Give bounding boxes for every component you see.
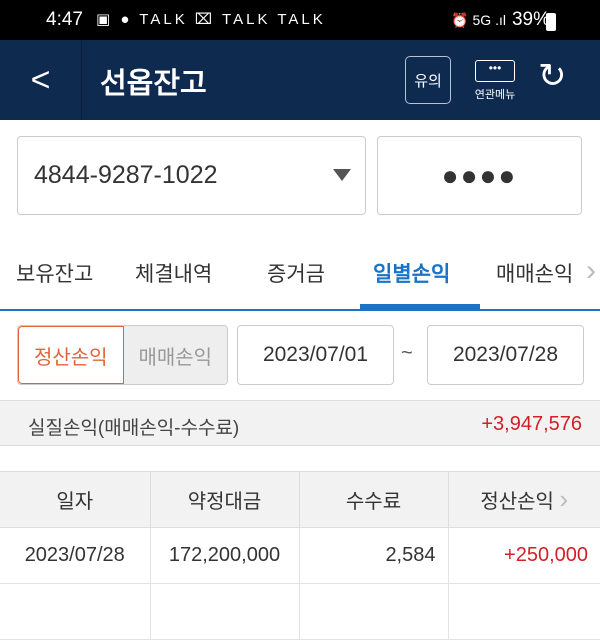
- back-button[interactable]: <: [0, 40, 82, 120]
- table-row: [0, 583, 600, 640]
- col-date: 일자: [0, 471, 151, 528]
- signal-icons: ⏰ 5G .ıl: [451, 12, 506, 28]
- table-header: 일자 약정대금 수수료 정산손익 ›: [0, 471, 600, 528]
- col-fee: 수수료: [299, 471, 449, 528]
- password-field[interactable]: ●●●●: [377, 136, 582, 215]
- cell-date: 2023/07/28: [0, 527, 151, 584]
- tab-daily-pnl[interactable]: 일별손익: [373, 263, 451, 286]
- app-header: < 선옵잔고 유의 ••• 연관메뉴 ↻: [0, 40, 600, 120]
- date-to-field[interactable]: 2023/07/28: [427, 325, 584, 385]
- cell-fee: 2,584: [299, 527, 449, 584]
- chevron-right-icon[interactable]: ›: [559, 484, 569, 514]
- account-number: 4844-9287-1022: [34, 161, 218, 189]
- cell-contract-amount: 172,200,000: [150, 527, 300, 584]
- more-icon: •••: [475, 60, 515, 82]
- date-from-field[interactable]: 2023/07/01: [237, 325, 394, 385]
- page-title: 선옵잔고: [100, 68, 207, 100]
- notification-icons: ▣ ● TALK ⌧ TALK TALK: [96, 11, 326, 28]
- notice-button[interactable]: 유의: [405, 56, 451, 104]
- net-pnl-label: 실질손익(매매손익-수수료): [28, 418, 240, 439]
- date-separator: ~: [401, 342, 413, 364]
- net-pnl-value: +3,947,576: [481, 413, 582, 435]
- related-menu-button[interactable]: ••• 연관메뉴: [470, 60, 520, 102]
- dropdown-arrow-icon: [333, 169, 351, 181]
- battery-icon: [546, 13, 556, 31]
- cell-settlement-pnl: +250,000: [448, 527, 600, 584]
- account-select[interactable]: 4844-9287-1022: [17, 136, 366, 215]
- battery-level: ⏰ 5G .ıl 39%: [451, 9, 550, 30]
- clock: 4:47: [46, 9, 83, 30]
- trading-pnl-option[interactable]: 매매손익: [123, 326, 227, 384]
- chevron-left-icon: <: [30, 60, 51, 99]
- active-tab-indicator: [360, 304, 480, 309]
- daily-pnl-table: 일자 약정대금 수수료 정산손익 › 2023/07/28 172,200,00…: [0, 471, 600, 640]
- tab-trading-pnl[interactable]: 매매손익: [496, 263, 574, 286]
- col-settlement-pnl: 정산손익 ›: [448, 471, 600, 528]
- tab-bar: 보유잔고 체결내역 증거금 일별손익 매매손익 ›: [0, 240, 600, 311]
- table-row[interactable]: 2023/07/28 172,200,000 2,584 +250,000: [0, 527, 600, 584]
- net-pnl-summary: 실질손익(매매손익-수수료) +3,947,576: [0, 400, 600, 446]
- tab-margin[interactable]: 증거금: [267, 263, 325, 286]
- tab-executions[interactable]: 체결내역: [135, 263, 213, 286]
- col-contract-amount: 약정대금: [150, 471, 300, 528]
- pnl-mode-toggle: 정산손익 매매손익: [17, 325, 228, 385]
- refresh-icon[interactable]: ↻: [538, 57, 567, 95]
- status-bar: 4:47 ▣ ● TALK ⌧ TALK TALK ⏰ 5G .ıl 39%: [0, 0, 600, 40]
- chevron-right-icon[interactable]: ›: [586, 254, 596, 287]
- related-menu-label: 연관메뉴: [474, 89, 516, 101]
- settlement-pnl-option[interactable]: 정산손익: [18, 326, 124, 384]
- tab-holdings[interactable]: 보유잔고: [16, 263, 94, 286]
